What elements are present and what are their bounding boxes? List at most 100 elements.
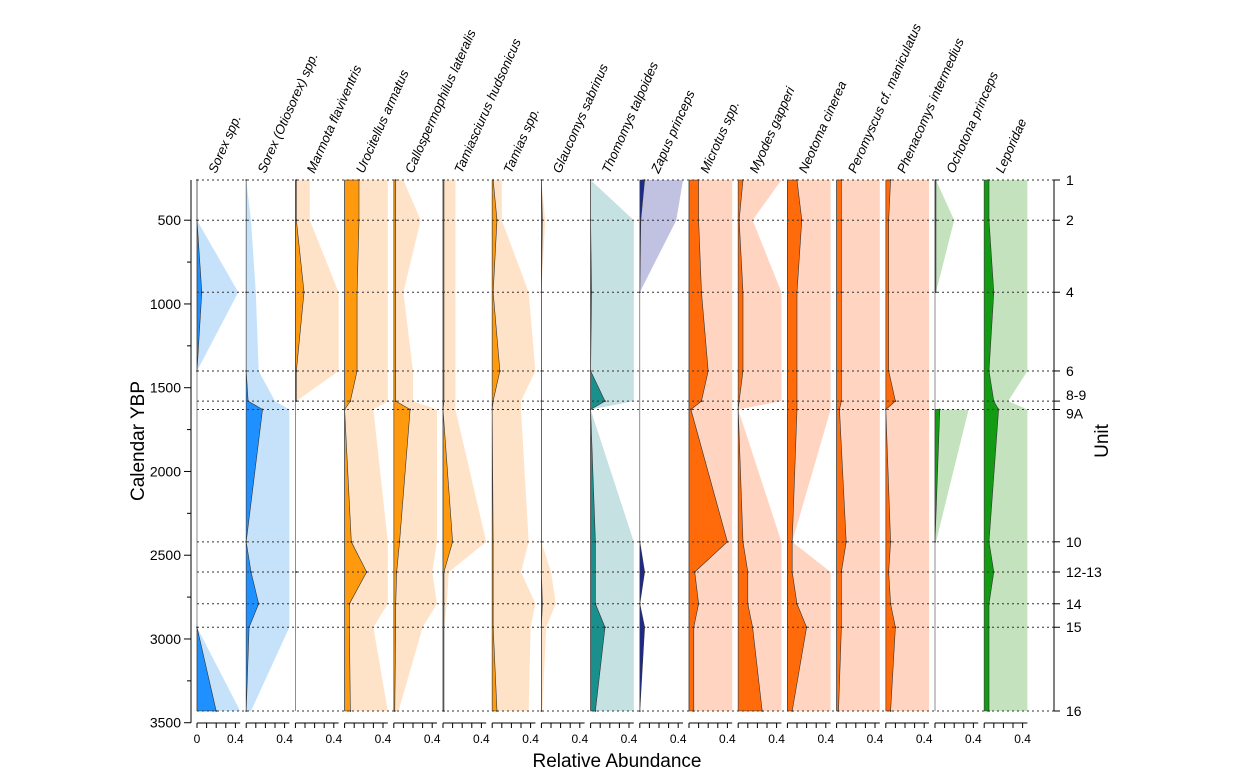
data-point xyxy=(295,179,298,181)
taxon-panel: Phenacomys intermedius xyxy=(884,35,967,712)
data-point xyxy=(394,291,397,294)
data-point xyxy=(700,400,703,403)
abundance-range-area xyxy=(885,180,929,711)
unit-label: 8-9 xyxy=(1066,387,1086,403)
data-point xyxy=(295,370,298,372)
y-tick-label: 1000 xyxy=(150,296,181,312)
panel-x-axis: 0.4 xyxy=(245,722,293,746)
taxon-label: Glaucomys sabrinus xyxy=(549,61,611,175)
data-point xyxy=(840,400,843,403)
abundance-range-area xyxy=(787,180,831,711)
x-axis: 0 0.4 0.4 0.4 0.4 0.4 0.4 0.4 0.4 0.4 0.4 0.4 0.4 0.4… xyxy=(194,722,1031,746)
abundance-range-area xyxy=(935,409,969,542)
unit-label: 4 xyxy=(1066,284,1074,300)
y-tick-label: 2000 xyxy=(150,463,181,479)
abundance-range-area xyxy=(738,180,782,711)
abundance-area xyxy=(491,179,501,712)
panel-x-axis: 0.4 xyxy=(786,722,834,746)
x-axis-title: Relative Abundance xyxy=(532,751,701,772)
x-tick-label: 0.4 xyxy=(375,732,392,746)
panel-x-axis: 0.4 xyxy=(983,722,1031,746)
abundance-range-area xyxy=(393,180,437,711)
x-tick-label: 0.4 xyxy=(867,732,884,746)
x-tick-label: 0.4 xyxy=(424,732,441,746)
data-point xyxy=(840,370,843,372)
data-point xyxy=(840,626,843,629)
data-point xyxy=(394,602,397,605)
abundance-area xyxy=(442,179,453,712)
panel-x-axis: 0.4 xyxy=(491,722,539,746)
y-axis-title: Calendar YBP xyxy=(128,381,149,501)
data-point xyxy=(693,571,696,573)
abundance-range-area xyxy=(935,180,955,293)
unit-label: 14 xyxy=(1066,596,1082,612)
y-tick-label: 3500 xyxy=(150,715,181,731)
data-point xyxy=(840,571,843,573)
taxon-label: Myodes gapperi xyxy=(746,84,798,176)
abundance-area xyxy=(737,179,763,712)
unit-axis: 1 2 4 6 8-9 9A 10 12-13 14 15 16 xyxy=(1053,172,1102,719)
data-point xyxy=(643,571,646,573)
data-point xyxy=(250,571,252,573)
taxon-panels: Sorex spp. Sorex (Otiosorex) spp.Marmota … xyxy=(196,21,1029,712)
panel-x-axis: 0.4 xyxy=(639,722,687,746)
data-point xyxy=(700,291,703,294)
data-point xyxy=(840,602,843,605)
data-point xyxy=(594,710,597,712)
data-point xyxy=(350,540,353,543)
x-tick-label: 0.4 xyxy=(621,732,638,746)
abundance-range-area xyxy=(246,180,290,711)
x-tick-label: 0.4 xyxy=(522,732,539,746)
unit-label: 10 xyxy=(1066,534,1082,550)
abundance-range-area xyxy=(984,180,1028,711)
panel-x-axis: 0.4 xyxy=(688,722,736,746)
abundance-area xyxy=(787,179,807,712)
taxon-label: Urocitellus armatus xyxy=(353,67,412,175)
taxon-label: Marmota flaviventris xyxy=(303,62,364,175)
panel-x-axis: 0.4 xyxy=(294,722,342,746)
unit-label: 15 xyxy=(1066,619,1082,635)
panel-x-axis: 0.4 xyxy=(590,722,638,746)
x-tick-label: 0.4 xyxy=(473,732,490,746)
unit-label: 16 xyxy=(1066,703,1082,719)
abundance-range-area xyxy=(492,180,536,711)
taxon-label: Neotoma cinerea xyxy=(795,79,849,176)
x-tick-label: 0.4 xyxy=(325,732,342,746)
panel-x-axis: 0.4 xyxy=(344,722,392,746)
data-point xyxy=(393,710,396,712)
data-point xyxy=(295,571,298,573)
unit-label: 2 xyxy=(1066,212,1074,228)
y-tick-label: 1500 xyxy=(150,380,181,396)
data-point xyxy=(838,408,841,411)
panel-x-axis: 0.4 xyxy=(393,722,441,746)
data-point xyxy=(840,179,843,181)
abundance-area xyxy=(688,179,728,712)
data-point xyxy=(935,291,937,294)
abundance-area xyxy=(983,179,999,712)
x-tick-label: 0.4 xyxy=(719,732,736,746)
x-tick-label: 0.4 xyxy=(670,732,687,746)
panel-x-axis: 0.4 xyxy=(442,722,490,746)
data-point xyxy=(594,540,597,543)
data-point xyxy=(639,219,642,222)
taxon-panel: Tamias spp. xyxy=(491,106,542,712)
data-point xyxy=(643,626,646,629)
panel-x-axis: 0.4 xyxy=(934,722,982,746)
data-point xyxy=(845,540,848,543)
taxon-panel: Microtus spp. xyxy=(688,98,742,712)
data-point xyxy=(935,219,937,222)
data-point xyxy=(215,710,218,712)
abundance-area xyxy=(639,541,645,712)
data-point xyxy=(840,219,843,222)
abundance-area xyxy=(344,179,367,712)
data-point xyxy=(498,370,501,372)
abundance-range-area xyxy=(443,180,487,711)
data-point xyxy=(594,571,597,573)
x-tick-label: 0.4 xyxy=(571,732,588,746)
data-point xyxy=(394,626,397,629)
taxon-label: Sorex spp. xyxy=(205,112,244,175)
panel-x-axis: 0.4 xyxy=(540,722,588,746)
taxon-label: Tamias spp. xyxy=(500,106,542,176)
taxon-label: Microtus spp. xyxy=(697,98,742,175)
